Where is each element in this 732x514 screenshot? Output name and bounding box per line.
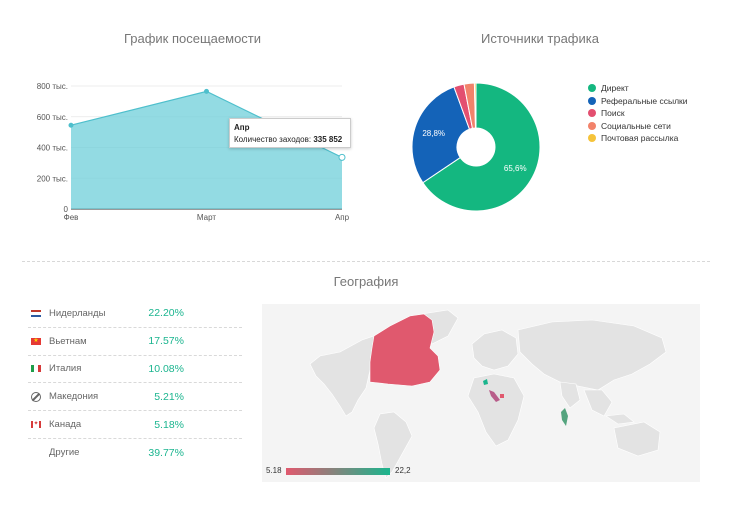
country-name: Нидерланды — [49, 307, 106, 319]
legend-label: Поиск — [601, 108, 625, 119]
geo-row: ✦ Канада 5.18% — [28, 411, 242, 439]
x-tick-label: Фев — [64, 213, 79, 222]
x-tick-label: Апр — [335, 213, 350, 222]
legend-label: Почтовая рассылка — [601, 133, 679, 144]
country-percent: 5.18% — [154, 418, 184, 431]
scale-min-label: 5.18 — [266, 466, 282, 475]
scale-max-label: 22,2 — [395, 466, 411, 475]
pie-slice — [473, 82, 477, 129]
world-map[interactable] — [262, 304, 700, 482]
y-tick-label: 200 тыс. — [37, 174, 68, 183]
legend-item[interactable]: Реферальные ссылки — [588, 95, 688, 108]
y-tick-label: 400 тыс. — [37, 144, 68, 153]
unavailable-flag-icon — [31, 391, 41, 402]
pie-slice-label: 65,6% — [504, 164, 527, 173]
data-point — [68, 122, 74, 128]
country-percent: 10.08% — [148, 362, 184, 375]
pie-slice — [422, 82, 541, 212]
scale-gradient — [286, 468, 390, 475]
tooltip-value: 335 852 — [313, 135, 343, 144]
legend-item[interactable]: Социальные сети — [588, 120, 688, 133]
it-flag-icon — [31, 365, 41, 373]
country-percent: 39.77% — [148, 446, 184, 459]
geo-table: Нидерланды 22.20% ★ Вьетнам 17.57% Италия 10.0… — [28, 300, 242, 467]
geo-title: География — [333, 274, 399, 289]
pie-slice-label: 28,8% — [422, 129, 445, 138]
geo-row: ★ Вьетнам 17.57% — [28, 328, 242, 356]
data-point — [338, 153, 346, 161]
ca-flag-icon: ✦ — [31, 421, 41, 429]
canada-region — [369, 313, 441, 387]
country-percent: 22.20% — [148, 307, 184, 320]
legend-swatch — [588, 121, 596, 130]
legend-item[interactable]: Поиск — [588, 107, 688, 120]
chart-tooltip: Апр Количество заходов: 335 852 — [229, 118, 351, 148]
y-tick-label: 600 тыс. — [37, 113, 68, 122]
geo-row: Нидерланды 22.20% — [28, 300, 242, 328]
x-tick-label: Март — [197, 213, 216, 222]
visits-chart-title: График посещаемости — [123, 31, 262, 46]
legend-swatch — [588, 134, 596, 143]
vietnam-region — [561, 408, 568, 426]
y-tick-label: 800 тыс. — [37, 82, 68, 91]
tooltip-category: Апр — [234, 123, 250, 132]
area-fill — [71, 91, 342, 209]
country-name: Другие — [49, 447, 80, 459]
geo-row: Македония 5.21% — [28, 383, 242, 412]
legend-label: Реферальные ссылки — [601, 95, 688, 106]
macedonia-region — [500, 394, 504, 398]
geo-row: Другие 39.77% — [28, 439, 242, 467]
pie-slice — [411, 86, 471, 184]
legend-label: Директ — [601, 83, 629, 94]
sources-donut-chart: 65,6% 28,8% — [411, 82, 541, 212]
legend-item[interactable]: Директ — [588, 82, 688, 95]
country-name: Вьетнам — [49, 335, 87, 347]
data-point — [204, 88, 209, 94]
italy-region — [489, 390, 500, 402]
sources-chart-title: Источники трафика — [481, 31, 599, 46]
netherlands-region — [483, 379, 488, 385]
visits-area-chart: 0 200 тыс. 400 тыс. 600 тыс. 800 тыс. Фев Март… — [37, 82, 350, 222]
country-percent: 17.57% — [148, 335, 184, 348]
vn-flag-icon: ★ — [31, 337, 41, 345]
y-tick-label: 0 — [64, 205, 69, 214]
sources-legend: Директ Реферальные ссылки Поиск Социальные … — [588, 82, 688, 145]
tooltip-label: Количество заходов: — [234, 135, 312, 144]
legend-swatch — [588, 109, 596, 118]
legend-label: Социальные сети — [601, 120, 671, 131]
section-divider — [22, 261, 710, 262]
legend-swatch — [588, 96, 596, 105]
nl-flag-icon — [31, 309, 41, 317]
legend-item[interactable]: Почтовая рассылка — [588, 132, 688, 145]
country-name: Македония — [49, 391, 99, 403]
country-percent: 5.21% — [154, 390, 184, 403]
legend-swatch — [588, 84, 596, 93]
geo-row: Италия 10.08% — [28, 356, 242, 384]
country-name: Канада — [49, 419, 82, 431]
country-name: Италия — [49, 363, 82, 375]
